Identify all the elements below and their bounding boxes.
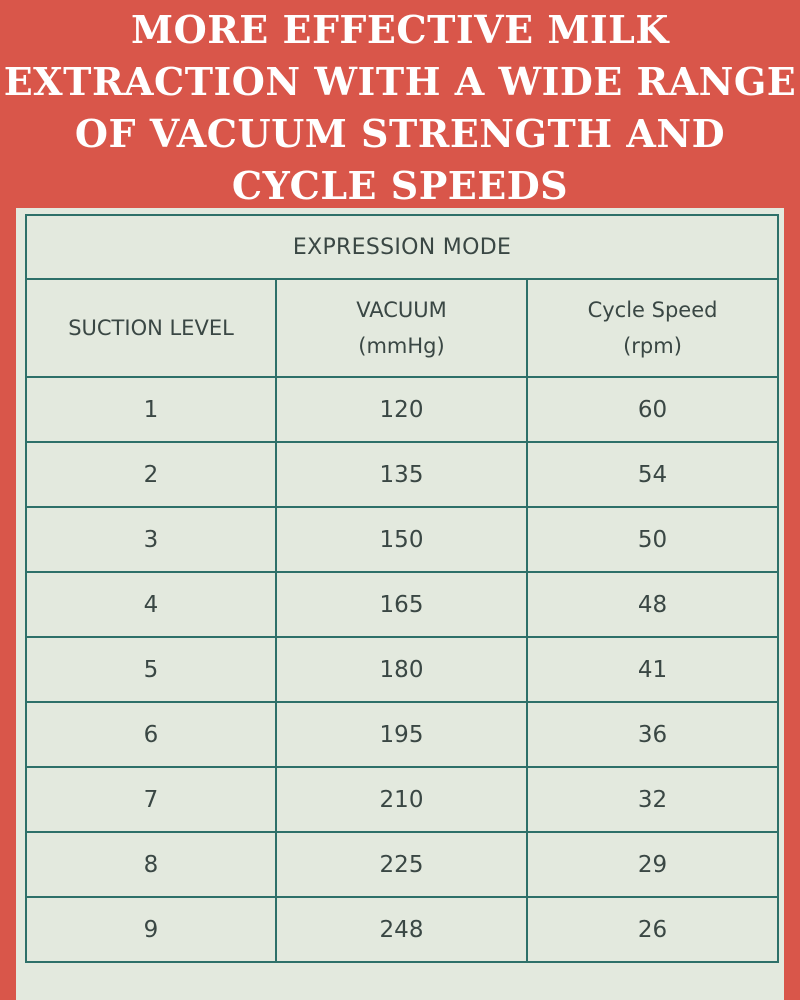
suction-level-cell: 9 [25, 896, 277, 963]
suction-level-cell: 3 [25, 506, 277, 573]
cycle-speed-cell: 26 [525, 896, 780, 963]
table-row: 1 120 60 [25, 376, 780, 443]
vacuum-cell: 210 [275, 766, 528, 833]
cycle-speed-header: Cycle Speed (rpm) [525, 278, 780, 378]
page-title: MORE EFFECTIVE MILK EXTRACTION WITH A WI… [0, 4, 800, 212]
cycle-speed-cell: 36 [525, 701, 780, 768]
suction-level-cell: 1 [25, 376, 277, 443]
suction-level-cell: 2 [25, 441, 277, 508]
vacuum-cell: 135 [275, 441, 528, 508]
vacuum-header-label: VACUUM [356, 298, 447, 322]
vacuum-cell: 120 [275, 376, 528, 443]
cycle-speed-cell: 48 [525, 571, 780, 638]
table-row: 7 210 32 [25, 766, 780, 833]
table-row: 9 248 26 [25, 896, 780, 963]
cycle-speed-cell: 60 [525, 376, 780, 443]
suction-level-cell: 4 [25, 571, 277, 638]
suction-level-cell: 6 [25, 701, 277, 768]
table-row: 5 180 41 [25, 636, 780, 703]
expression-mode-header: EXPRESSION MODE [24, 214, 780, 280]
vacuum-cell: 225 [275, 831, 528, 898]
title-line: EXTRACTION WITH A WIDE RANGE [3, 59, 797, 104]
title-line: MORE EFFECTIVE MILK [131, 7, 669, 52]
table-row: 3 150 50 [25, 506, 780, 573]
vacuum-header-unit: (mmHg) [358, 334, 445, 358]
suction-level-header: SUCTION LEVEL [25, 278, 277, 378]
suction-level-cell: 5 [25, 636, 277, 703]
vacuum-cell: 180 [275, 636, 528, 703]
suction-level-cell: 7 [25, 766, 277, 833]
cycle-speed-header-unit: (rpm) [623, 334, 682, 358]
vacuum-header: VACUUM (mmHg) [275, 278, 528, 378]
cycle-speed-cell: 29 [525, 831, 780, 898]
cycle-speed-cell: 54 [525, 441, 780, 508]
expression-mode-table: EXPRESSION MODE SUCTION LEVEL VACUUM (mm… [24, 214, 780, 963]
table-row: 8 225 29 [25, 831, 780, 898]
suction-level-cell: 8 [25, 831, 277, 898]
table-row: 2 135 54 [25, 441, 780, 508]
vacuum-cell: 195 [275, 701, 528, 768]
suction-level-header-label: SUCTION LEVEL [68, 316, 234, 340]
cycle-speed-cell: 50 [525, 506, 780, 573]
table-row: 4 165 48 [25, 571, 780, 638]
vacuum-cell: 248 [275, 896, 528, 963]
table-panel: EXPRESSION MODE SUCTION LEVEL VACUUM (mm… [16, 208, 784, 1000]
vacuum-cell: 165 [275, 571, 528, 638]
cycle-speed-cell: 32 [525, 766, 780, 833]
title-line: OF VACUUM STRENGTH AND [74, 111, 726, 156]
table-row: 6 195 36 [25, 701, 780, 768]
vacuum-cell: 150 [275, 506, 528, 573]
cycle-speed-header-label: Cycle Speed [587, 298, 718, 322]
cycle-speed-cell: 41 [525, 636, 780, 703]
title-line: CYCLE SPEEDS [231, 163, 569, 208]
